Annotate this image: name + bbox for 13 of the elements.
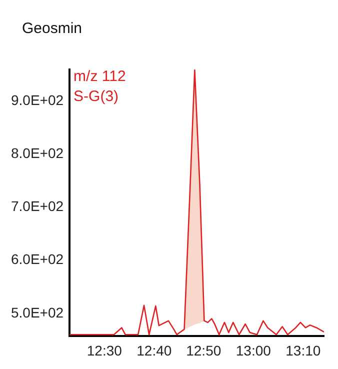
x-tick-label: 13:10	[286, 342, 321, 358]
chart-title: Geosmin	[21, 19, 84, 39]
y-tick-label: 7.0E+02	[10, 198, 64, 214]
x-tick-label: 12:40	[136, 342, 172, 358]
x-tick-label: 12:30	[86, 342, 122, 358]
annotation: S-G(3)	[74, 88, 119, 106]
x-tick-label: 12:50	[186, 342, 222, 358]
y-tick-label: 6.0E+02	[10, 251, 64, 268]
annotation: m/z 112	[74, 68, 126, 86]
y-tick-label: 5.0E+02	[10, 304, 64, 320]
y-tick-label: 9.0E+02	[10, 92, 64, 108]
y-tick-label: 8.0E+02	[10, 145, 64, 162]
x-tick-label: 13:00	[236, 342, 272, 358]
